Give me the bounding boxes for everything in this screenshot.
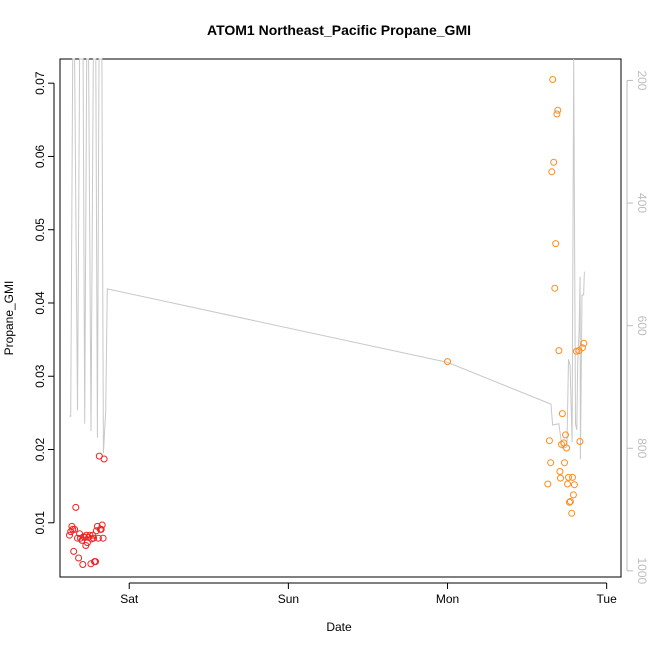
pressure-line-layer: [69, 58, 585, 460]
data-point-s0-25: [92, 558, 99, 566]
data-point-s1-10: [554, 106, 562, 114]
data-point-s0-3: [69, 525, 77, 533]
y2-tick-label: 1000: [635, 558, 649, 585]
data-point-s1-11: [555, 347, 563, 355]
data-point-s1-4: [548, 168, 556, 176]
y-tick-label: 0.07: [33, 71, 47, 95]
data-point-s0-33: [99, 534, 107, 542]
data-point-s1-15: [558, 410, 566, 418]
data-point-s1-8: [552, 240, 560, 248]
y-tick-label: 0.03: [33, 364, 47, 388]
data-point-s1-7: [551, 284, 559, 292]
data-point-s1-2: [545, 437, 553, 445]
data-point-s0-0: [66, 531, 73, 539]
chart-title: ATOM1 Northeast_Pacific Propane_GMI: [207, 22, 471, 38]
y2-tick-label: 400: [635, 193, 649, 213]
data-point-s1-13: [557, 474, 564, 482]
y2-tick-label: 200: [635, 70, 649, 90]
data-point-s1-9: [553, 110, 561, 118]
y-tick-label: 0.04: [33, 291, 47, 315]
data-point-s0-31: [97, 525, 105, 533]
data-point-s1-31: [579, 344, 586, 352]
data-point-s0-4: [70, 547, 78, 555]
plot-frame: [59, 58, 622, 578]
data-point-s1-12: [556, 468, 564, 475]
data-point-s1-0: [444, 358, 451, 366]
data-point-s0-17: [83, 539, 91, 547]
y-axis: 0.01 0.02 0.03 0.04 0.05 0.06 0.07: [33, 71, 55, 535]
y2-tick-label: 600: [635, 316, 649, 336]
x-tick-label: Sun: [278, 592, 299, 606]
x-tick-label: Tue: [597, 592, 618, 606]
data-point-s1-19: [563, 444, 571, 452]
y-tick-label: 0.06: [33, 144, 47, 168]
data-point-s1-17: [561, 459, 568, 467]
y2-axis: 200 400 600 800 1000: [626, 70, 649, 585]
data-point-s1-24: [568, 509, 576, 517]
data-point-s1-5: [549, 76, 557, 83]
data-point-s1-30: [576, 438, 584, 445]
x-axis-label: Date: [326, 620, 352, 634]
y-axis-label: Propane_GMI: [2, 281, 16, 356]
data-point-s0-12: [79, 561, 87, 568]
pressure-line-0: [69, 58, 585, 460]
data-point-s0-34: [100, 455, 108, 463]
data-point-s1-6: [550, 158, 558, 166]
data-point-s1-18: [562, 431, 569, 439]
data-point-s1-25: [569, 473, 576, 481]
data-point-s1-3: [547, 459, 555, 467]
data-point-s1-26: [569, 491, 577, 499]
data-point-s0-5: [71, 525, 79, 533]
data-point-s1-16: [560, 439, 568, 447]
data-point-s0-8: [75, 554, 83, 562]
points-layer: [66, 76, 588, 568]
x-tick-label: Sat: [120, 592, 139, 606]
data-point-s0-32: [98, 521, 106, 529]
data-point-s1-1: [544, 480, 552, 488]
y2-tick-label: 800: [635, 438, 649, 458]
data-point-s0-28: [94, 534, 102, 542]
data-point-s1-23: [566, 498, 574, 505]
data-point-s1-22: [565, 498, 573, 506]
x-axis: Sat Sun Mon Tue: [120, 582, 618, 606]
data-point-s0-26: [92, 527, 100, 535]
data-point-s1-20: [564, 480, 571, 488]
data-point-s0-6: [72, 503, 80, 511]
data-point-s0-23: [90, 534, 98, 542]
x-tick-label: Mon: [436, 592, 459, 606]
data-point-s1-21: [565, 473, 572, 481]
y-tick-label: 0.01: [33, 511, 47, 535]
data-point-s0-1: [67, 528, 75, 536]
data-point-s0-22: [89, 531, 97, 539]
y-tick-label: 0.05: [33, 218, 47, 242]
y-tick-label: 0.02: [33, 438, 47, 462]
data-point-s1-27: [570, 481, 578, 489]
data-point-s1-32: [580, 339, 588, 347]
